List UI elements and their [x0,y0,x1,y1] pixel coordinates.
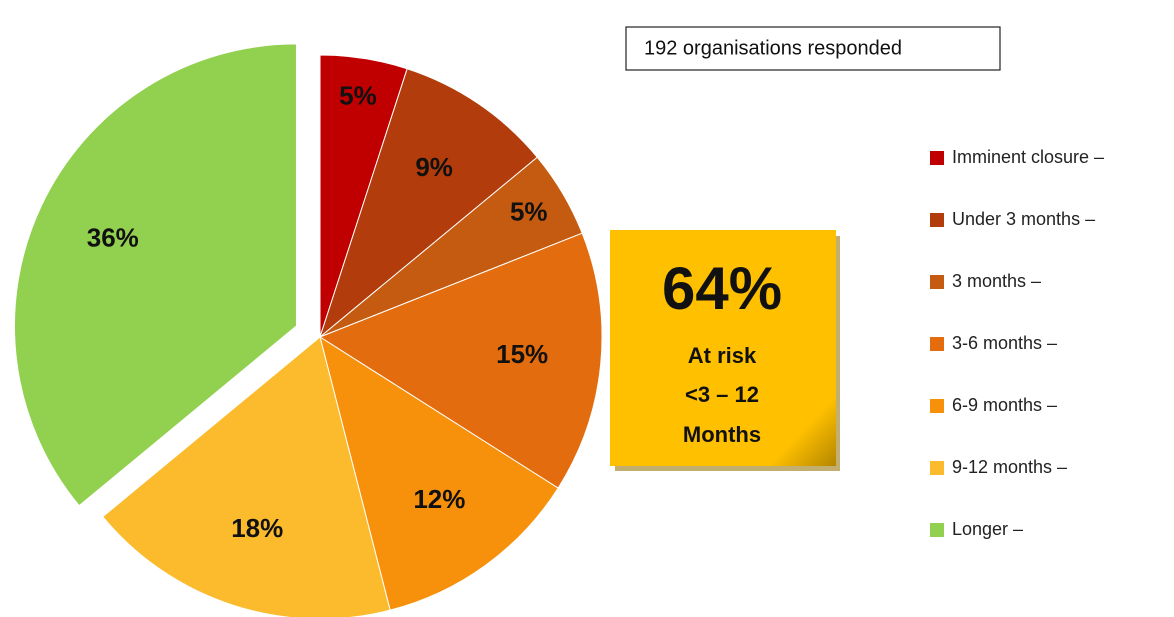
legend-label: 6-9 months – [952,395,1057,415]
callout-box [610,230,836,466]
legend-label: Imminent closure – [952,147,1104,167]
legend-label: 3-6 months – [952,333,1057,353]
note: 192 organisations responded [644,37,902,59]
legend-label: 9-12 months – [952,457,1067,477]
legend-swatch [930,399,944,413]
slice [319,335,559,611]
callout-line: At risk [688,343,757,368]
callout-line: Months [683,422,761,447]
callout-line: <3 – 12 [685,382,759,407]
legend-swatch [930,151,944,165]
data-label: 36% [87,222,139,252]
slice [318,232,603,489]
data-label: 9% [415,152,453,182]
data-label: 12% [413,484,465,514]
legend-swatch [930,337,944,351]
slice [13,43,297,507]
legend-swatch [930,461,944,475]
note-box [625,26,1001,71]
slice [318,68,538,339]
data-label: 18% [231,513,283,543]
legend-swatch [930,523,944,537]
legend-swatch [930,275,944,289]
data-label: 15% [496,339,548,369]
legend-swatch [930,213,944,227]
legend-label: Under 3 months – [952,209,1095,229]
legend-label: 3 months – [952,271,1041,291]
callout-big: 64% [662,255,782,322]
data-label: 5% [339,80,377,110]
legend-label: Longer – [952,519,1023,539]
data-label: 5% [510,196,548,226]
